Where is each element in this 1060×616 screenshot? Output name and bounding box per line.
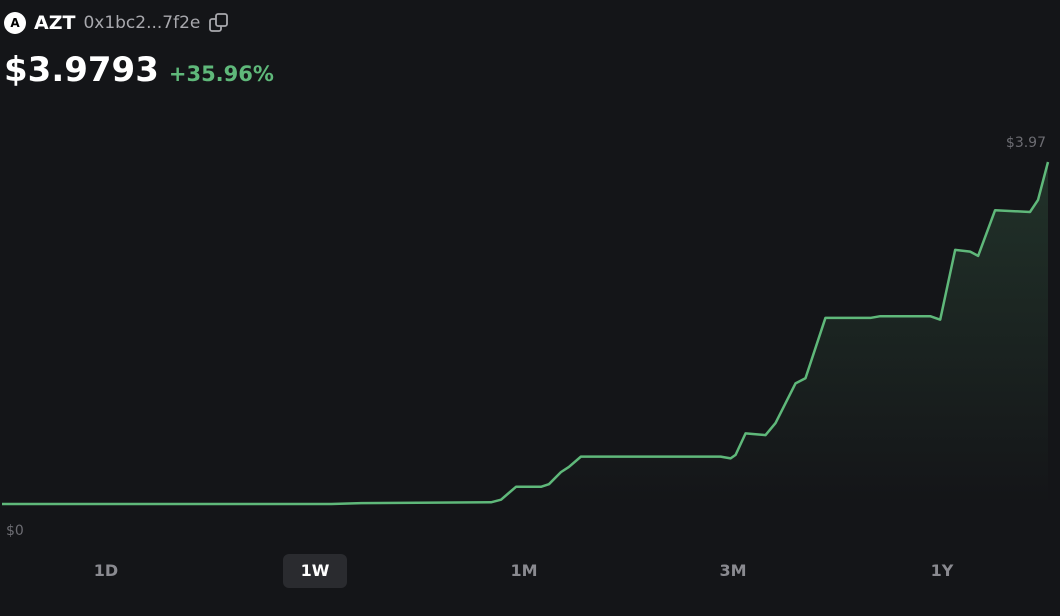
token-symbol: AZT (34, 12, 76, 34)
range-button[interactable]: 1M (510, 561, 538, 580)
y-tick-label: $3.97 (1006, 135, 1046, 151)
price-line (2, 161, 1050, 506)
token-logo: A (4, 12, 26, 34)
token-address: 0x1bc2...7f2e (83, 13, 201, 33)
range-button[interactable]: 1Y (930, 561, 954, 580)
price: $3.9793 (4, 50, 159, 90)
range-selector: 1D 1W 1M 3M 1Y (0, 554, 1060, 588)
price-area (2, 162, 1048, 504)
range-button[interactable]: 1W (283, 554, 347, 588)
range-button[interactable]: 1D (93, 561, 119, 580)
price-change: +35.96% (168, 62, 274, 86)
range-button[interactable]: 3M (719, 561, 747, 580)
price-row: $3.9793 +35.96% (4, 50, 274, 90)
chart: $3.97 $0 (2, 135, 1050, 539)
y-tick-label: $0 (6, 523, 24, 539)
copy-button[interactable] (208, 12, 230, 34)
token-header: A AZT 0x1bc2...7f2e (4, 12, 230, 34)
